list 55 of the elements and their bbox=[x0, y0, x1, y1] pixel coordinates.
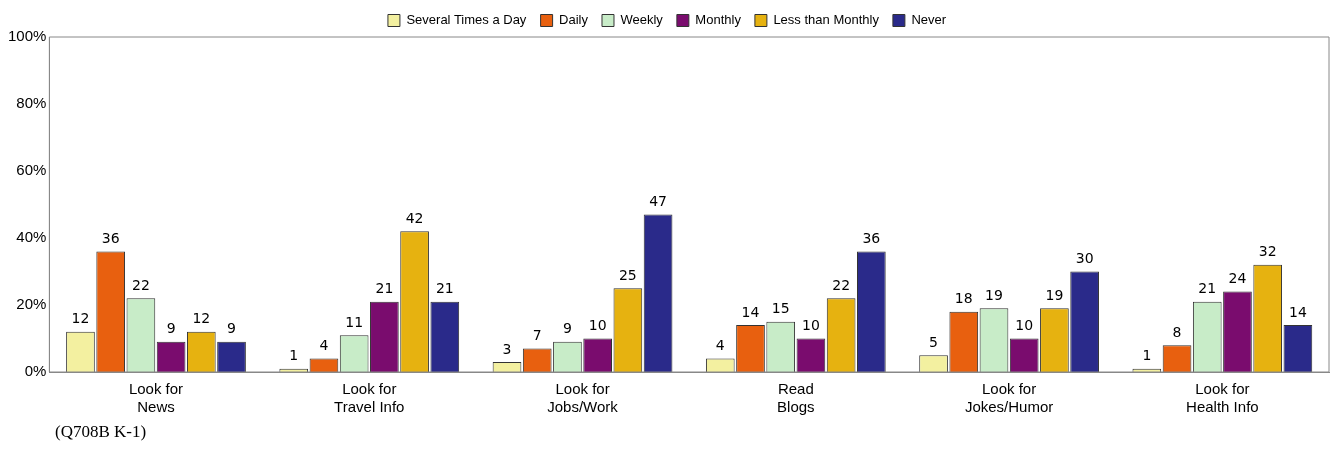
data-label: 9 bbox=[166, 320, 176, 337]
y-tick-label: 20% bbox=[16, 295, 47, 313]
data-label: 10 bbox=[1015, 317, 1034, 334]
data-label: 21 bbox=[435, 280, 454, 297]
data-label: 10 bbox=[802, 317, 820, 334]
x-tick-label: Look for Travel Info bbox=[334, 380, 405, 416]
data-label: 11 bbox=[345, 313, 364, 330]
data-label: 14 bbox=[741, 303, 760, 320]
data-label: 18 bbox=[954, 290, 973, 307]
data-label: 4 bbox=[319, 337, 329, 354]
legend-label: Daily bbox=[559, 12, 589, 28]
legend-label: Weekly bbox=[620, 12, 664, 28]
data-label: 4 bbox=[715, 337, 725, 354]
data-label: 22 bbox=[131, 276, 150, 293]
data-label: 19 bbox=[1045, 286, 1064, 303]
data-label: 19 bbox=[985, 286, 1003, 303]
data-label: 14 bbox=[1288, 303, 1307, 320]
x-tick-label: Look for Health Info bbox=[1186, 380, 1259, 416]
legend-label: Never bbox=[911, 12, 947, 28]
data-label: 10 bbox=[588, 317, 607, 334]
data-label: 32 bbox=[1258, 243, 1277, 260]
data-label: 24 bbox=[1228, 270, 1247, 287]
text: (Q708B K-1) bbox=[55, 422, 147, 442]
data-label: 5 bbox=[929, 333, 939, 350]
data-label: 3 bbox=[502, 340, 512, 357]
data-label: 9 bbox=[562, 320, 572, 337]
x-tick-label: Look for Jobs/Work bbox=[547, 380, 619, 416]
legend-label: Several Times a Day bbox=[406, 12, 527, 28]
data-label: 42 bbox=[405, 209, 424, 226]
data-label: 25 bbox=[618, 266, 637, 283]
data-label: 21 bbox=[1198, 280, 1217, 297]
data-label: 30 bbox=[1075, 250, 1094, 267]
data-label: 9 bbox=[227, 320, 236, 337]
y-tick-label: 100% bbox=[7, 27, 47, 45]
data-label: 12 bbox=[71, 310, 90, 327]
data-label: 15 bbox=[771, 300, 790, 317]
data-label: 36 bbox=[862, 230, 881, 247]
x-tick-label: Look for News bbox=[128, 380, 184, 416]
x-tick-label: Look for Jokes/Humor bbox=[964, 380, 1054, 416]
data-label: 47 bbox=[649, 193, 667, 210]
y-tick-label: 80% bbox=[16, 94, 47, 112]
legend-label: Less than Monthly bbox=[773, 12, 880, 28]
x-tick-label: Read Blogs bbox=[777, 380, 815, 416]
data-label: 7 bbox=[532, 327, 542, 344]
legend-label: Monthly bbox=[695, 12, 742, 28]
data-label: 1 bbox=[1142, 347, 1152, 364]
data-label: 36 bbox=[101, 230, 120, 247]
y-tick-label: 60% bbox=[16, 161, 47, 179]
y-tick-label: 0% bbox=[24, 362, 47, 380]
data-label: 22 bbox=[832, 276, 851, 293]
data-label: 8 bbox=[1172, 323, 1182, 340]
y-tick-label: 40% bbox=[16, 228, 47, 246]
data-label: 12 bbox=[192, 310, 211, 327]
data-label: 21 bbox=[375, 280, 394, 297]
data-label: 1 bbox=[289, 347, 299, 364]
